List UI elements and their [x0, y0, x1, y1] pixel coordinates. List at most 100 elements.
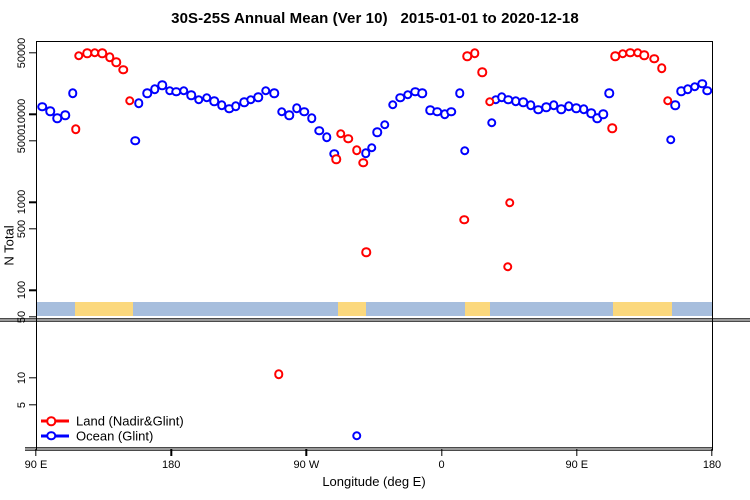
data-point-land — [477, 67, 487, 78]
data-point-ocean — [60, 110, 71, 120]
y-tick-label: 5000 — [16, 128, 28, 154]
data-point-ocean — [454, 88, 465, 98]
data-point-ocean — [360, 148, 371, 159]
data-point-land — [502, 261, 513, 272]
data-point-ocean — [366, 142, 377, 153]
land-segment — [337, 302, 367, 316]
data-point-land — [484, 97, 495, 107]
x-tick-label: 90 E — [24, 459, 48, 471]
y-tick-label: 5 — [16, 401, 28, 408]
plot-border-top — [36, 41, 712, 43]
x-tick — [170, 449, 172, 456]
data-point-ocean — [269, 88, 279, 98]
x-tick — [711, 449, 713, 456]
data-point-ocean — [388, 100, 398, 110]
data-point-land — [125, 95, 135, 106]
y-axis-label: N Total — [1, 225, 17, 266]
data-point-land — [104, 52, 115, 63]
x-tick-label: 90 W — [293, 459, 320, 471]
panel-separator-line — [0, 318, 750, 322]
data-point-land — [343, 133, 354, 144]
y-tick — [29, 228, 36, 230]
data-point-land — [273, 369, 284, 380]
data-point-land — [469, 48, 480, 59]
y-tick — [29, 52, 36, 54]
data-point-land — [358, 158, 369, 168]
data-point-land — [656, 63, 667, 73]
data-point-ocean — [45, 106, 56, 117]
data-point-ocean — [314, 126, 324, 136]
data-point-land — [649, 53, 659, 64]
data-point-ocean — [130, 136, 140, 146]
data-point-ocean — [487, 118, 497, 128]
x-tick-label: 0 — [438, 459, 445, 471]
data-point-land — [71, 124, 81, 134]
data-point-ocean — [351, 431, 362, 441]
data-point-ocean — [670, 100, 680, 111]
y-tick-label: 10 — [16, 371, 28, 385]
y-tick — [29, 113, 36, 116]
data-point-ocean — [379, 120, 390, 130]
data-point-ocean — [372, 127, 382, 137]
x-tick — [440, 449, 443, 456]
data-point-ocean — [460, 146, 470, 156]
land-segment — [75, 302, 133, 316]
x-tick — [305, 449, 308, 456]
data-point-ocean — [157, 80, 167, 90]
data-point-ocean — [598, 109, 608, 120]
ocean-band — [36, 302, 712, 316]
land-segment — [612, 302, 673, 316]
y-tick-label: 1000 — [16, 190, 28, 215]
data-point-land — [331, 154, 342, 164]
data-point-ocean — [134, 98, 144, 108]
data-point-ocean — [284, 110, 294, 120]
data-point-ocean — [253, 92, 264, 103]
data-point-land — [351, 145, 362, 156]
data-point-ocean — [306, 113, 317, 123]
data-point-ocean — [665, 134, 676, 145]
data-point-land — [607, 123, 617, 133]
land-series-circle-icon — [46, 416, 56, 426]
data-point-ocean — [37, 102, 47, 112]
land-segment — [464, 302, 490, 316]
y-tick — [29, 140, 36, 142]
data-point-land — [118, 65, 128, 75]
legend-label-land: Land (Nadir&Glint) — [76, 413, 184, 429]
y-tick-label: 50000 — [16, 37, 28, 69]
data-point-ocean — [702, 85, 713, 96]
data-point-ocean — [231, 101, 241, 112]
x-tick-label: 180 — [702, 459, 722, 471]
data-point-land — [505, 197, 515, 208]
y-tick-label: 50 — [16, 310, 28, 323]
data-point-land — [639, 50, 650, 61]
data-point-ocean — [68, 88, 78, 98]
x-axis-line — [25, 447, 713, 451]
legend-label-ocean: Ocean (Glint) — [76, 428, 154, 444]
y-tick — [29, 201, 36, 203]
data-point-ocean — [417, 88, 427, 98]
x-tick-label: 180 — [162, 459, 181, 471]
data-point-land — [662, 95, 673, 106]
y-tick — [29, 377, 36, 379]
x-tick — [576, 449, 578, 456]
data-point-ocean — [446, 107, 457, 117]
data-point-land — [361, 247, 372, 258]
plot-border-left — [36, 41, 38, 450]
x-tick-label: 90 E — [565, 459, 589, 471]
x-tick — [35, 449, 37, 456]
y-tick — [29, 403, 36, 406]
data-point-ocean — [321, 132, 332, 142]
data-point-ocean — [299, 107, 309, 117]
data-point-ocean — [604, 88, 614, 98]
data-point-land — [459, 215, 469, 225]
plot-border-right — [712, 41, 714, 450]
y-tick — [29, 289, 36, 291]
x-axis-label: Longitude (deg E) — [322, 474, 426, 489]
y-tick-label: 100 — [16, 281, 28, 300]
data-point-land — [111, 57, 122, 68]
ocean-series-circle-icon — [46, 431, 56, 441]
data-point-ocean — [697, 79, 707, 89]
y-tick-label: 500 — [16, 219, 28, 238]
y-tick-label: 10000 — [16, 99, 28, 130]
